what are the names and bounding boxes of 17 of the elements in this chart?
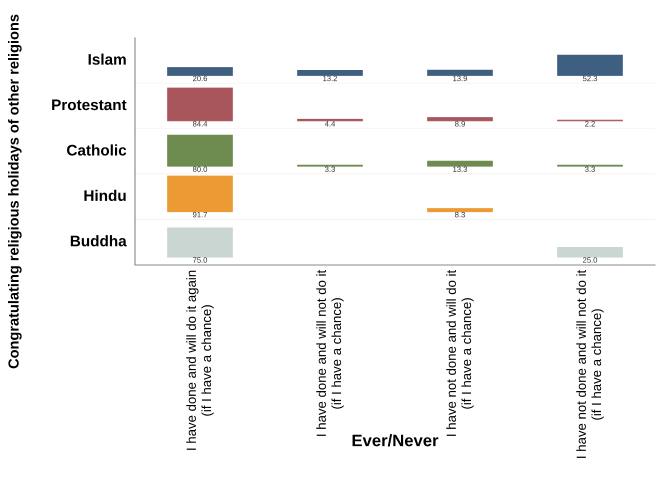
bar — [297, 70, 363, 76]
y-axis-title: Buddha — [70, 235, 127, 246]
bar — [427, 117, 493, 122]
x-tick-label: I have not done and will do it (if I have a chance) — [446, 270, 474, 436]
y-axis-title: Catholic — [67, 144, 126, 156]
x-tick-label: I have done and will do it again (if I have a chance) — [186, 270, 214, 450]
x-tick-label: I have not done and will not do it (if I have a chance) — [576, 270, 604, 458]
bar — [557, 54, 623, 76]
y-axis-title: Islam — [88, 54, 126, 65]
x-tick-label: I have done and will not do it (if I have a chance) — [316, 270, 344, 436]
y-axis-title: Protestant — [52, 100, 126, 110]
bar — [167, 67, 233, 76]
x-axis-title: Ever/Never — [352, 434, 438, 447]
text: Congratulating religious holidays of other religions — [8, 14, 22, 368]
bar — [427, 70, 493, 76]
y-axis-title: Hindu — [84, 190, 126, 201]
bar — [167, 88, 233, 122]
